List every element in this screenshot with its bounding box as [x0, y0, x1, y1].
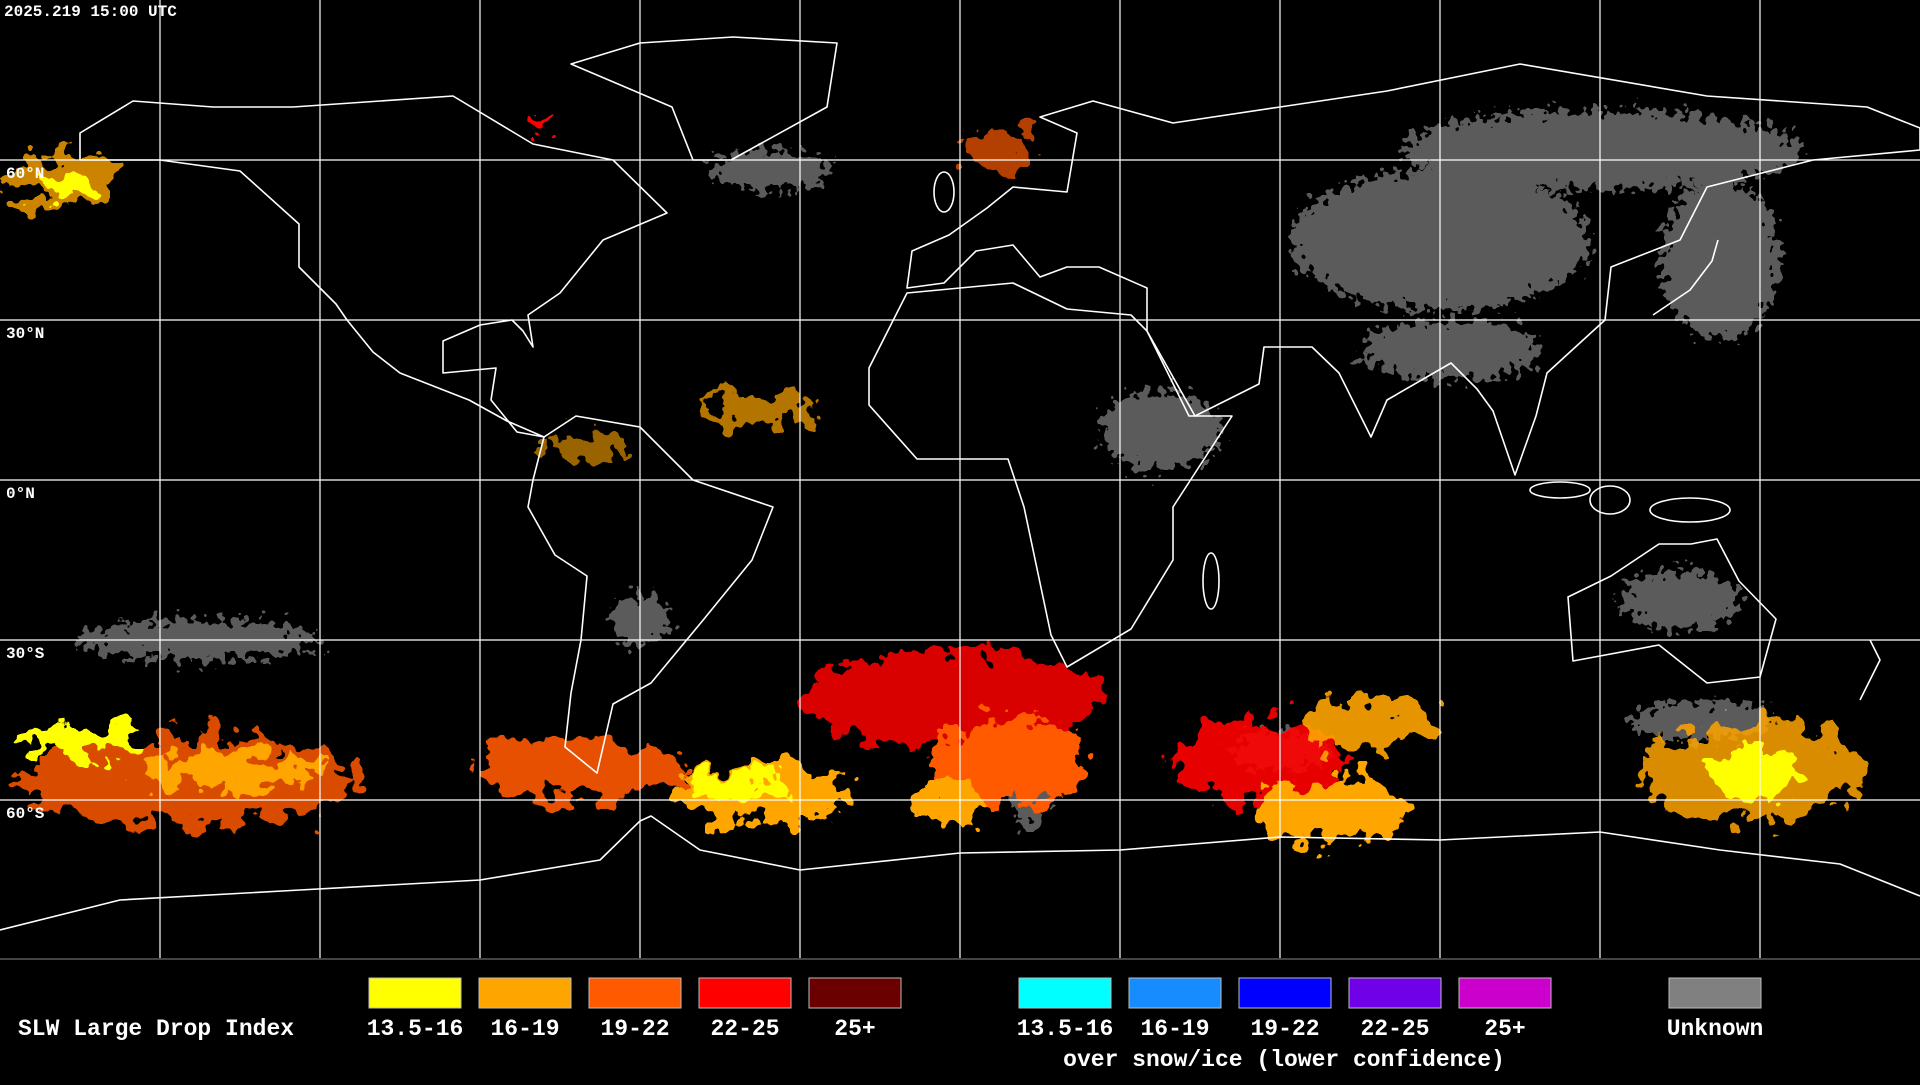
- legend-swatch: [478, 977, 572, 1009]
- legend-label: 13.5-16: [367, 1016, 464, 1042]
- latitude-label: 60°N: [6, 165, 44, 183]
- legend-swatch: [1018, 977, 1112, 1009]
- latitude-label: 60°S: [6, 805, 45, 823]
- legend-label: 22-25: [710, 1016, 779, 1042]
- legend-swatch: [698, 977, 792, 1009]
- legend-label: 25+: [1484, 1016, 1525, 1042]
- legend-swatch: [588, 977, 682, 1009]
- legend-swatch: [1458, 977, 1552, 1009]
- legend-swatch: [808, 977, 902, 1009]
- legend-label: 13.5-16: [1017, 1016, 1114, 1042]
- legend-swatch: [368, 977, 462, 1009]
- latitude-labels: 60°N 30°N 0°N 30°S 60°S: [6, 165, 45, 823]
- latitude-label: 30°N: [6, 325, 44, 343]
- legend-swatch: [1238, 977, 1332, 1009]
- latitude-label: 0°N: [6, 485, 35, 503]
- legend-label: Unknown: [1667, 1016, 1764, 1042]
- legend-swatch: [1668, 977, 1762, 1009]
- legend: SLW Large Drop Index over snow/ice (lowe…: [18, 977, 1764, 1073]
- legend-label: 19-22: [1250, 1016, 1319, 1042]
- legend-title: SLW Large Drop Index: [18, 1016, 294, 1042]
- legend-label: 16-19: [490, 1016, 559, 1042]
- coastlines: [0, 36, 1920, 931]
- legend-swatch: [1348, 977, 1442, 1009]
- slw-areas: [0, 115, 1860, 840]
- legend-label: 22-25: [1360, 1016, 1429, 1042]
- legend-label: 19-22: [600, 1016, 669, 1042]
- legend-swatch: [1128, 977, 1222, 1009]
- timestamp: 2025.219 15:00 UTC: [4, 3, 177, 21]
- legend-label: 25+: [834, 1016, 875, 1042]
- latitude-label: 30°S: [6, 645, 45, 663]
- legend-caption: over snow/ice (lower confidence): [1063, 1047, 1505, 1073]
- graticule: [0, 0, 1920, 958]
- legend-label: 16-19: [1140, 1016, 1209, 1042]
